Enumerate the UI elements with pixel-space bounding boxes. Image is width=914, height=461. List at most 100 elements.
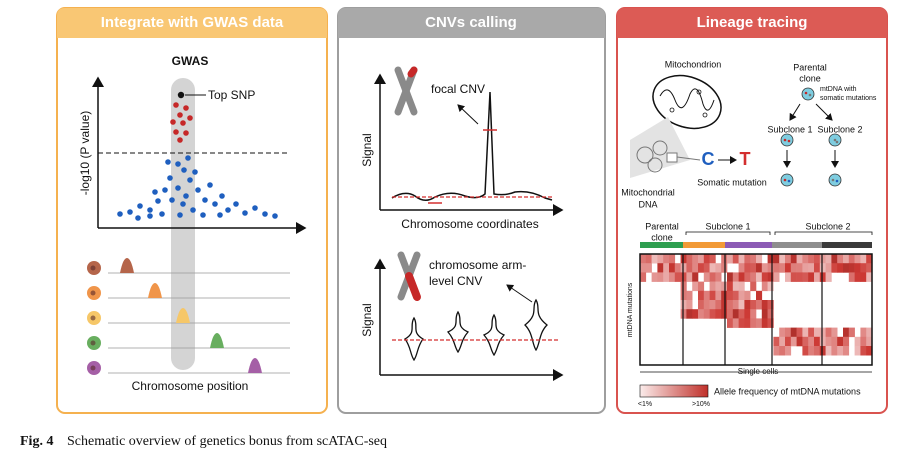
heat-cell [790, 336, 797, 347]
heat-cell [854, 272, 861, 282]
heat-cell [819, 254, 826, 264]
snp-dot [177, 112, 183, 118]
snp-dot [195, 187, 201, 193]
heat-cell [767, 263, 774, 273]
heat-cell [669, 263, 676, 273]
snp-dot [137, 203, 143, 209]
heat-cell [645, 254, 652, 264]
heat-cell [738, 309, 745, 319]
group-bar [683, 242, 725, 248]
highlight-bar [171, 78, 195, 370]
heat-cell [756, 272, 763, 282]
heat-cell [796, 327, 803, 338]
snp-dot [219, 193, 225, 199]
heat-cell [703, 309, 710, 319]
annotation: level CNV [429, 274, 482, 288]
panel-header [57, 8, 327, 38]
base: T [740, 149, 751, 169]
heat-cell [680, 290, 687, 301]
peak [176, 308, 190, 323]
heat-cell [831, 254, 838, 264]
heat-cell [814, 272, 821, 282]
heat-cell [640, 254, 647, 264]
legend-label: >10% [692, 401, 710, 408]
heat-cell [767, 254, 774, 264]
snp-dot [200, 212, 206, 218]
snp-dot [180, 201, 186, 207]
heat-cell [767, 318, 774, 328]
heat-cell [750, 300, 757, 310]
heat-cell [866, 263, 873, 273]
cell [828, 173, 842, 187]
heat-cell [773, 336, 780, 347]
label: Mitochondrion [665, 59, 722, 69]
caption-label: Fig. 4 [20, 434, 53, 449]
snp-dot [192, 169, 198, 175]
violin [482, 313, 506, 357]
snp-dot [180, 120, 186, 126]
heat-cell [698, 254, 705, 264]
heat-cell [785, 254, 792, 264]
heat-cell [761, 300, 768, 310]
mtdna-icon [636, 140, 668, 173]
heat-cell [796, 254, 803, 264]
heat-cell [680, 309, 687, 319]
heat-cell [756, 254, 763, 264]
heat-cell [848, 263, 855, 273]
label: somatic mutations [820, 95, 877, 102]
mito [787, 179, 791, 183]
snp-dot [181, 167, 187, 173]
arrow [789, 103, 801, 121]
heat-cell [819, 336, 826, 347]
heat-cell [721, 300, 728, 310]
base: C [702, 149, 715, 169]
heat-cell [721, 309, 728, 319]
snp-dot [272, 213, 278, 219]
peak [248, 358, 262, 373]
heat-cell [709, 281, 716, 292]
heat-cell [802, 327, 809, 338]
violins [404, 298, 548, 362]
heat-cell [651, 254, 658, 264]
snp-dot [252, 205, 258, 211]
heat-cell [796, 263, 803, 273]
snp-dot [202, 197, 208, 203]
heat-cell [698, 281, 705, 292]
heat-cell [738, 272, 745, 282]
heat-cell [756, 300, 763, 310]
heat-cell [790, 263, 797, 273]
label: Mitochondrial [621, 187, 675, 197]
chromosome-icon [397, 251, 421, 301]
heat-cell [767, 309, 774, 319]
heat-cell [825, 272, 832, 282]
heat-cell [843, 336, 850, 347]
heat-cell [657, 263, 664, 273]
heat-cell [715, 263, 722, 273]
panel-title: CNVs calling [425, 14, 517, 31]
heat-cell [819, 346, 826, 356]
bracket [685, 231, 873, 235]
snp-dot [127, 209, 133, 215]
arrow [457, 104, 479, 125]
heat-cell [657, 254, 664, 264]
snp-dot [185, 155, 191, 161]
group-bar [640, 242, 683, 248]
heat-cell [680, 300, 687, 310]
heat-cell [837, 346, 844, 356]
heat-cell [744, 272, 751, 282]
heat-cell [727, 309, 734, 319]
mito [804, 91, 808, 95]
y-label: Signal [360, 303, 374, 336]
snp-dot [170, 119, 176, 125]
heat-cell [802, 254, 809, 264]
heat-cell [750, 263, 757, 273]
heat-cell [790, 254, 797, 264]
heat-cell [843, 327, 850, 338]
heat-cell [674, 263, 681, 273]
heat-cell [727, 272, 734, 282]
heat-cell [686, 263, 693, 273]
heat-cell [785, 336, 792, 347]
heat-cell [727, 300, 734, 310]
heat-cell [831, 327, 838, 338]
